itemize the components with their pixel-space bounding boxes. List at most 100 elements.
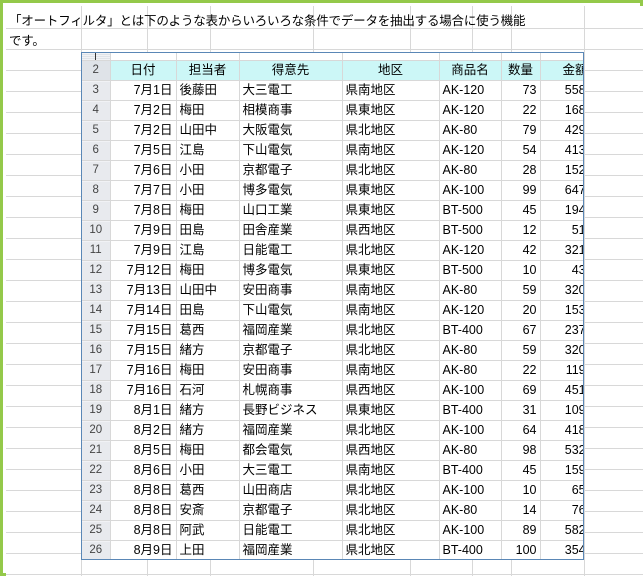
cell-date[interactable]: 7月15日 (110, 320, 177, 341)
cell-rep[interactable]: 阿武 (176, 520, 240, 541)
cell-area[interactable]: 県北地区 (342, 160, 440, 181)
cell-cust[interactable]: 博多電気 (239, 180, 343, 201)
cell-rep[interactable]: 梅田 (176, 360, 240, 381)
cell-row1-rep[interactable] (176, 53, 240, 61)
cell-cust[interactable]: 福岡産業 (239, 540, 343, 559)
cell-qty[interactable]: 99 (501, 180, 541, 201)
cell-amt[interactable]: 194445 (540, 200, 583, 221)
cell-rep[interactable]: 小田 (176, 460, 240, 481)
cell-rep[interactable]: 山田中 (176, 280, 240, 301)
cell-amt[interactable]: 43210 (540, 260, 583, 281)
cell-cust[interactable]: 博多電気 (239, 260, 343, 281)
cell-cust[interactable]: 山田商店 (239, 480, 343, 501)
cell-area[interactable]: 県北地区 (342, 480, 440, 501)
row-header-22[interactable]: 22 (82, 460, 111, 481)
cell-cust[interactable]: 福岡産業 (239, 320, 343, 341)
cell-qty[interactable]: 79 (501, 120, 541, 141)
cell-prod[interactable]: AK-120 (439, 100, 502, 121)
cell-rep[interactable]: 田島 (176, 300, 240, 321)
cell-amt[interactable]: 320488 (540, 340, 583, 361)
cell-area[interactable]: 県南地区 (342, 300, 440, 321)
cell-cust[interactable]: 山口工業 (239, 200, 343, 221)
column-header-amt[interactable]: 金額 (540, 60, 583, 81)
cell-amt[interactable]: 153080 (540, 300, 583, 321)
cell-prod[interactable]: AK-80 (439, 500, 502, 521)
cell-rep[interactable]: 山田中 (176, 120, 240, 141)
cell-prod[interactable]: AK-80 (439, 120, 502, 141)
cell-area[interactable]: 県北地区 (342, 420, 440, 441)
row-header-2[interactable]: 2 (82, 60, 111, 81)
column-header-rep[interactable]: 担当者 (176, 60, 240, 81)
cell-date[interactable]: 7月1日 (110, 80, 177, 101)
cell-amt[interactable]: 451467 (540, 380, 583, 401)
cell-date[interactable]: 7月7日 (110, 180, 177, 201)
cell-prod[interactable]: BT-500 (439, 220, 502, 241)
cell-amt[interactable]: 354200 (540, 540, 583, 559)
cell-date[interactable]: 7月5日 (110, 140, 177, 161)
cell-rep[interactable]: 安斎 (176, 500, 240, 521)
cell-row1-cust[interactable] (239, 53, 343, 61)
cell-qty[interactable]: 28 (501, 160, 541, 181)
column-header-prod[interactable]: 商品名 (439, 60, 502, 81)
cell-area[interactable]: 県北地区 (342, 540, 440, 559)
cell-date[interactable]: 7月14日 (110, 300, 177, 321)
cell-cust[interactable]: 札幌商事 (239, 380, 343, 401)
row-header-20[interactable]: 20 (82, 420, 111, 441)
cell-rep[interactable]: 後藤田 (176, 80, 240, 101)
cell-rep[interactable]: 緒方 (176, 420, 240, 441)
cell-prod[interactable]: AK-80 (439, 340, 502, 361)
row-header-21[interactable]: 21 (82, 440, 111, 461)
row-header-12[interactable]: 12 (82, 260, 111, 281)
cell-cust[interactable]: 大三電工 (239, 80, 343, 101)
cell-amt[interactable]: 413316 (540, 140, 583, 161)
cell-rep[interactable]: 葛西 (176, 320, 240, 341)
cell-rep[interactable]: 石河 (176, 380, 240, 401)
cell-rep[interactable]: 江島 (176, 140, 240, 161)
cell-area[interactable]: 県北地区 (342, 520, 440, 541)
table-header-row[interactable]: 2 日付 担当者 得意先 地区 商品名 数量 金額 (82, 60, 583, 81)
cell-prod[interactable]: BT-400 (439, 460, 502, 481)
row-header-15[interactable]: 15 (82, 320, 111, 341)
cell-area[interactable]: 県東地区 (342, 260, 440, 281)
row-header-4[interactable]: 4 (82, 100, 111, 121)
cell-date[interactable]: 8月6日 (110, 460, 177, 481)
cell-prod[interactable]: AK-80 (439, 160, 502, 181)
cell-date[interactable]: 7月6日 (110, 160, 177, 181)
cell-date[interactable]: 8月5日 (110, 440, 177, 461)
cell-date[interactable]: 8月2日 (110, 420, 177, 441)
cell-amt[interactable]: 51852 (540, 220, 583, 241)
cell-prod[interactable]: AK-100 (439, 520, 502, 541)
cell-rep[interactable]: 葛西 (176, 480, 240, 501)
row-header-25[interactable]: 25 (82, 520, 111, 541)
cell-prod[interactable]: AK-120 (439, 240, 502, 261)
cell-area[interactable]: 県北地区 (342, 340, 440, 361)
cell-date[interactable]: 8月1日 (110, 400, 177, 421)
cell-rep[interactable]: 梅田 (176, 100, 240, 121)
row-header-8[interactable]: 8 (82, 180, 111, 201)
cell-rep[interactable]: 小田 (176, 180, 240, 201)
column-header-cust[interactable]: 得意先 (239, 60, 343, 81)
cell-area[interactable]: 県東地区 (342, 200, 440, 221)
cell-qty[interactable]: 20 (501, 300, 541, 321)
cell-prod[interactable]: AK-80 (439, 280, 502, 301)
row-header-14[interactable]: 14 (82, 300, 111, 321)
cell-prod[interactable]: AK-80 (439, 440, 502, 461)
cell-area[interactable]: 県東地区 (342, 100, 440, 121)
cell-qty[interactable]: 59 (501, 340, 541, 361)
cell-amt[interactable]: 65430 (540, 480, 583, 501)
cell-rep[interactable]: 小田 (176, 160, 240, 181)
cell-qty[interactable]: 10 (501, 480, 541, 501)
cell-area[interactable]: 県南地区 (342, 280, 440, 301)
